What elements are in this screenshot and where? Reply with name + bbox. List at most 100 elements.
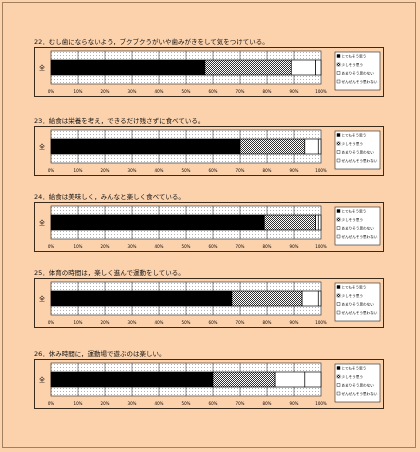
legend-swatch: [336, 391, 341, 396]
category-label: 全: [39, 219, 45, 227]
bar-segment-4: [317, 290, 322, 307]
legend-label: あまりそう思わない: [342, 71, 375, 76]
legend-label: とてもそう思う: [342, 209, 367, 214]
bar-segment-3: [301, 290, 319, 307]
x-tick-label: 100%: [315, 89, 327, 94]
x-tick-label: 80%: [263, 168, 272, 173]
legend-swatch: [336, 285, 341, 289]
bar-segment-3: [274, 371, 306, 388]
x-tick-label: 60%: [209, 244, 218, 249]
x-tick-label: 10%: [74, 401, 83, 406]
x-tick-label: 100%: [315, 168, 327, 173]
x-tick-label: 80%: [263, 244, 272, 249]
x-tick-label: 100%: [315, 244, 327, 249]
legend-swatch: [336, 141, 341, 146]
legend-label: ぜんぜんそう思わない: [342, 391, 378, 396]
legend-label: とてもそう思う: [342, 285, 367, 290]
legend-label: あまりそう思わない: [342, 383, 375, 388]
x-tick-label: 20%: [101, 320, 110, 325]
bar-segment-4: [315, 59, 322, 76]
x-tick-label: 30%: [128, 320, 137, 325]
chart-panel: 全 0% 10% 20% 30% 40% 50% 60% 70% 80% 90% 100% とてもそう思…: [34, 126, 384, 176]
bar-segment-2: [231, 290, 303, 307]
legend-label: 少しそう思う: [342, 141, 364, 146]
bar-chart: 全 0% 10% 20% 30% 40% 50% 60% 70% 80% 90% 100% とてもそう思…: [39, 129, 381, 173]
bar-chart: 全 0% 10% 20% 30% 40% 50% 60% 70% 80% 90% 100% とてもそう思…: [39, 362, 381, 406]
bar-segment-3: [290, 59, 316, 76]
category-label: 全: [39, 376, 45, 384]
legend-label: ぜんぜんそう思わない: [342, 79, 378, 84]
x-tick-label: 50%: [182, 244, 191, 249]
x-tick-label: 60%: [209, 320, 218, 325]
question-title: 25．体育の時間は，楽しく進んで運動をしている。: [34, 269, 185, 277]
legend-label: あまりそう思わない: [342, 302, 375, 307]
x-tick-label: 30%: [128, 89, 137, 94]
legend-label: ぜんぜんそう思わない: [342, 158, 378, 163]
legend-swatch: [336, 79, 341, 84]
legend-swatch: [336, 366, 341, 370]
question-title: 24．給食は美味しく，みんなと楽しく食べている。: [34, 193, 185, 201]
legend-label: 少しそう思う: [342, 293, 364, 298]
legend-swatch: [336, 158, 341, 163]
legend-label: ぜんぜんそう思わない: [342, 310, 378, 315]
bar-segment-4: [317, 214, 322, 231]
x-tick-label: 0%: [48, 320, 55, 325]
x-tick-label: 90%: [290, 320, 299, 325]
x-tick-label: 70%: [236, 320, 245, 325]
legend-swatch: [336, 62, 341, 67]
bar-segment-2: [263, 214, 316, 231]
legend-label: 少しそう思う: [342, 62, 364, 67]
chart-panel: 全 0% 10% 20% 30% 40% 50% 60% 70% 80% 90% 100% とてもそう思…: [34, 359, 384, 409]
x-tick-label: 0%: [48, 401, 55, 406]
x-tick-label: 70%: [236, 401, 245, 406]
legend-swatch: [336, 209, 341, 213]
legend-swatch: [336, 133, 341, 137]
bar-segment-1: [50, 290, 233, 307]
x-tick-label: 60%: [209, 89, 218, 94]
x-tick-label: 30%: [128, 244, 137, 249]
x-tick-label: 100%: [315, 320, 327, 325]
x-tick-label: 100%: [315, 401, 327, 406]
x-tick-label: 60%: [209, 401, 218, 406]
bar-segment-1: [50, 138, 241, 155]
x-tick-label: 0%: [48, 244, 55, 249]
category-label: 全: [39, 295, 45, 303]
x-tick-label: 30%: [128, 401, 137, 406]
legend-label: あまりそう思わない: [342, 226, 375, 231]
bar-chart: 全 0% 10% 20% 30% 40% 50% 60% 70% 80% 90% 100% とてもそう思…: [39, 50, 381, 94]
legend-swatch: [336, 383, 341, 387]
legend-label: 少しそう思う: [342, 217, 364, 222]
page-frame: [2, 2, 416, 448]
legend-swatch: [336, 71, 341, 75]
x-tick-label: 0%: [48, 168, 55, 173]
x-tick-label: 20%: [101, 168, 110, 173]
x-tick-label: 70%: [236, 244, 245, 249]
legend-label: とてもそう思う: [342, 54, 367, 59]
bar-chart: 全 0% 10% 20% 30% 40% 50% 60% 70% 80% 90% 100% とてもそう思…: [39, 205, 381, 249]
category-label: 全: [39, 64, 45, 72]
x-tick-label: 20%: [101, 89, 110, 94]
chart-panel: 全 0% 10% 20% 30% 40% 50% 60% 70% 80% 90% 100% とてもそう思…: [34, 278, 384, 328]
x-tick-label: 20%: [101, 244, 110, 249]
bar-segment-3: [304, 138, 319, 155]
x-tick-label: 90%: [290, 401, 299, 406]
x-tick-label: 70%: [236, 89, 245, 94]
legend-swatch: [336, 302, 341, 306]
legend-swatch: [336, 234, 341, 239]
x-tick-label: 30%: [128, 168, 137, 173]
legend-swatch: [336, 217, 341, 222]
x-tick-label: 10%: [74, 168, 83, 173]
x-tick-label: 0%: [48, 89, 55, 94]
bar-chart: 全 0% 10% 20% 30% 40% 50% 60% 70% 80% 90% 100% とてもそう思…: [39, 281, 381, 325]
x-tick-label: 80%: [263, 89, 272, 94]
bar-segment-1: [50, 371, 214, 388]
chart-panel: 全 0% 10% 20% 30% 40% 50% 60% 70% 80% 90% 100% とてもそう思…: [34, 202, 384, 252]
bar-segment-4: [304, 371, 322, 388]
x-tick-label: 80%: [263, 320, 272, 325]
bar-segment-3: [315, 214, 319, 231]
legend-swatch: [336, 310, 341, 315]
question-title: 23．給食は栄養を考え，できるだけ残さずに食べている。: [34, 117, 205, 125]
